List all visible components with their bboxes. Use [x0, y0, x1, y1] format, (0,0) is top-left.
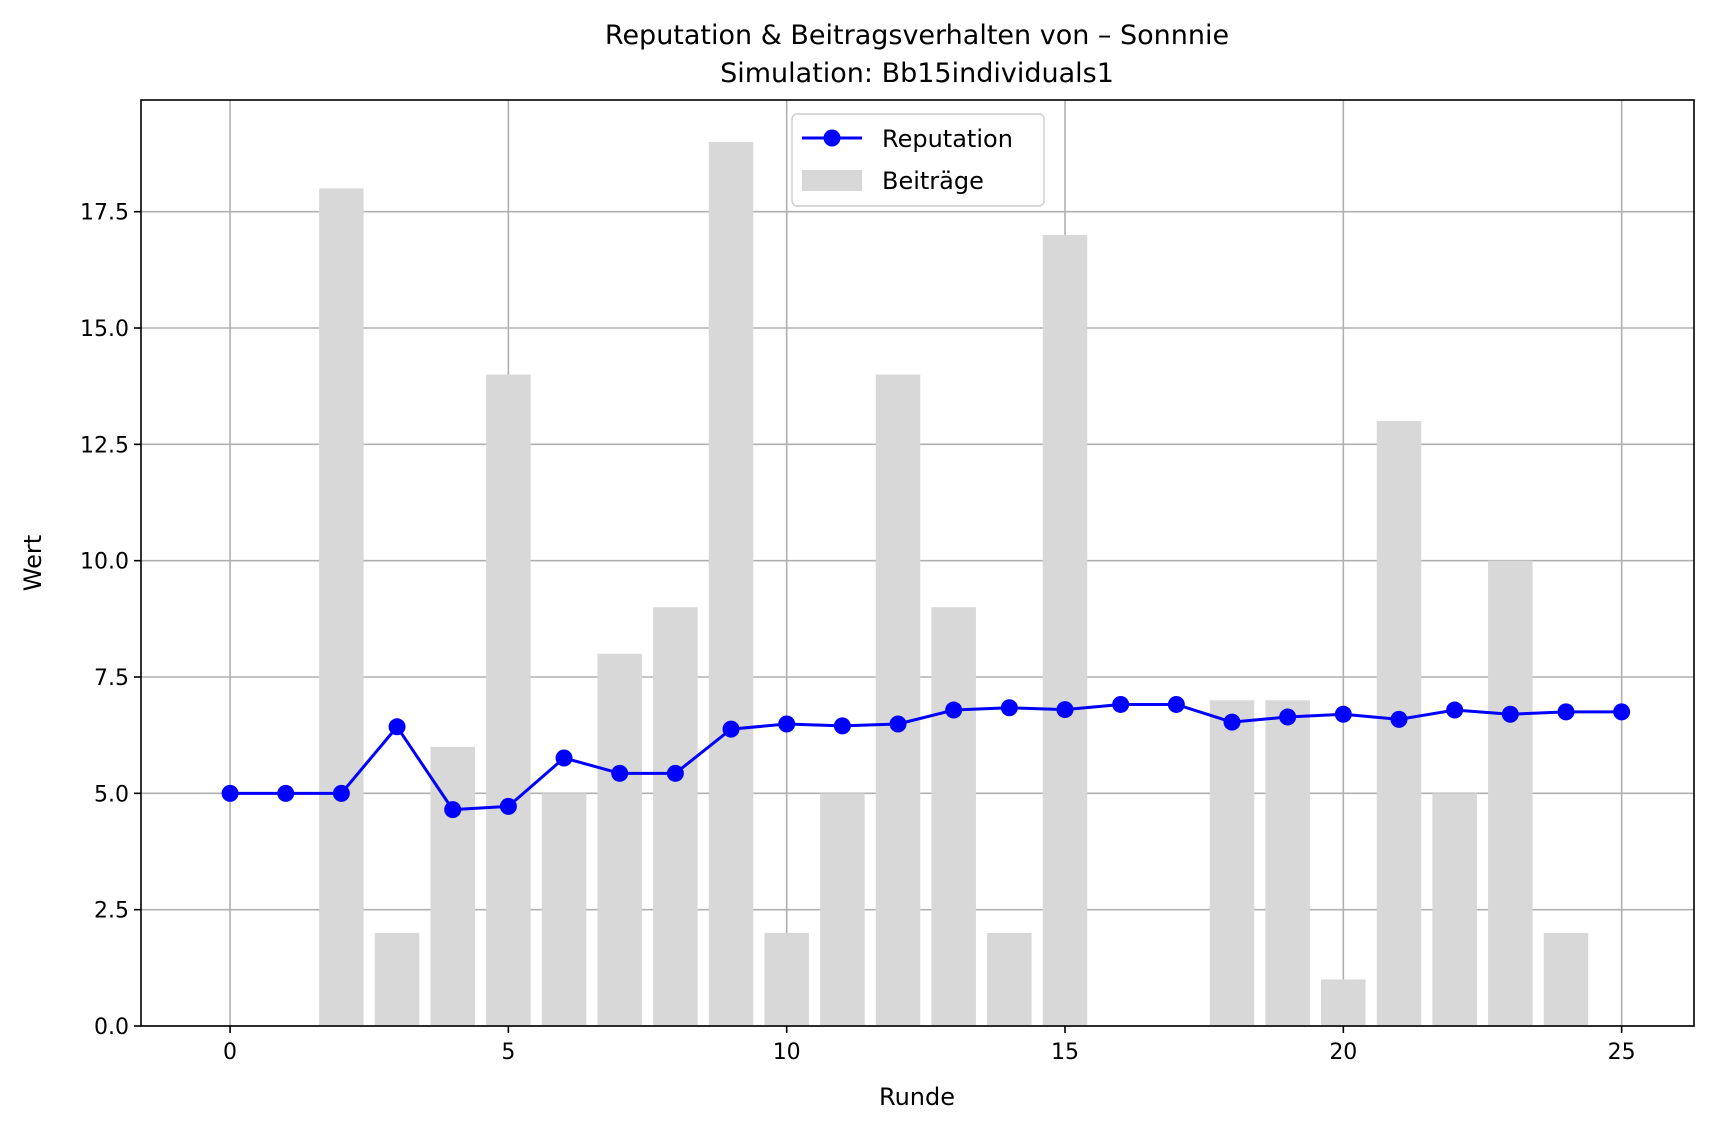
x-tick-label: 0	[223, 1040, 237, 1065]
beitraege-bar	[1042, 234, 1088, 1027]
legend-reputation-label: Reputation	[882, 125, 1013, 153]
reputation-point	[1000, 699, 1018, 717]
reputation-point	[722, 720, 740, 738]
reputation-point	[277, 784, 295, 802]
x-tick-label: 20	[1329, 1040, 1357, 1065]
y-tick-label: 0.0	[94, 1015, 129, 1040]
reputation-point	[778, 715, 796, 733]
reputation-point	[332, 784, 350, 802]
reputation-point	[1390, 710, 1408, 728]
legend: Reputation Beiträge	[791, 113, 1045, 207]
beitraege-bar	[1543, 932, 1589, 1026]
beitraege-bar	[987, 932, 1032, 1026]
beitraege-bar	[319, 188, 364, 1027]
bars	[319, 141, 1589, 1027]
y-tick-label: 2.5	[94, 899, 129, 924]
y-tick-label: 15.0	[80, 317, 129, 342]
y-tick-label: 12.5	[80, 433, 129, 458]
reputation-series	[221, 695, 1631, 819]
beitraege-bar	[486, 374, 531, 1026]
plot-frame	[140, 99, 1695, 1027]
x-tick-label: 15	[1051, 1040, 1079, 1065]
reputation-point	[1334, 705, 1352, 723]
legend-beitraege-swatch	[802, 170, 862, 191]
reputation-point	[499, 797, 517, 815]
reputation-point	[1167, 695, 1185, 713]
beitraege-bar	[764, 932, 809, 1026]
legend-reputation-marker	[823, 129, 841, 147]
beitraege-bar	[1265, 700, 1310, 1026]
reputation-point	[1112, 695, 1130, 713]
y-tick-label: 17.5	[80, 201, 129, 226]
reputation-point	[666, 764, 684, 782]
y-tick-label: 5.0	[94, 782, 129, 807]
beitraege-bar	[374, 932, 420, 1026]
reputation-point	[388, 718, 406, 736]
y-axis-label: Wert	[19, 535, 47, 591]
reputation-point	[945, 701, 963, 719]
beitraege-bar	[1432, 793, 1477, 1026]
beitraege-bar	[1209, 700, 1255, 1026]
beitraege-bar	[820, 793, 865, 1026]
beitraege-bar	[541, 793, 587, 1026]
beitraege-bar	[1321, 979, 1366, 1026]
reputation-point	[444, 801, 462, 819]
reputation-point	[1056, 701, 1074, 719]
beitraege-bar	[875, 374, 921, 1026]
reputation-point	[221, 784, 239, 802]
reputation-point	[1223, 713, 1241, 731]
x-tick-label: 10	[773, 1040, 801, 1065]
x-tick-label: 5	[501, 1040, 515, 1065]
reputation-point	[833, 717, 851, 735]
reputation-point	[555, 749, 573, 767]
reputation-point	[1557, 703, 1575, 721]
reputation-point	[1446, 701, 1464, 719]
reputation-point	[889, 715, 907, 733]
reputation-point	[1613, 703, 1631, 721]
beitraege-bar	[597, 653, 642, 1026]
x-axis-label: Runde	[879, 1083, 955, 1111]
beitraege-bar	[931, 607, 976, 1026]
chart-title: Reputation & Beitragsverhalten von – Son…	[605, 20, 1229, 51]
reputation-point	[1501, 705, 1519, 723]
ticks: 0 5 10 15 20 25 0.0 2.5 5.0 7.5 10.0 12.5 15.0 17.5	[80, 201, 1636, 1065]
beitraege-bar	[653, 607, 698, 1026]
beitraege-bar	[430, 746, 475, 1026]
chart-subtitle: Simulation: Bb15individuals1	[720, 58, 1114, 89]
reputation-point	[611, 764, 629, 782]
beitraege-bar	[708, 141, 754, 1026]
legend-beitraege-label: Beiträge	[882, 167, 984, 195]
beitraege-bar	[1488, 560, 1533, 1026]
y-tick-label: 10.0	[80, 550, 129, 575]
y-tick-label: 7.5	[94, 666, 129, 691]
x-tick-label: 25	[1608, 1040, 1636, 1065]
reputation-line	[230, 702, 1622, 812]
reputation-point	[1279, 708, 1297, 726]
